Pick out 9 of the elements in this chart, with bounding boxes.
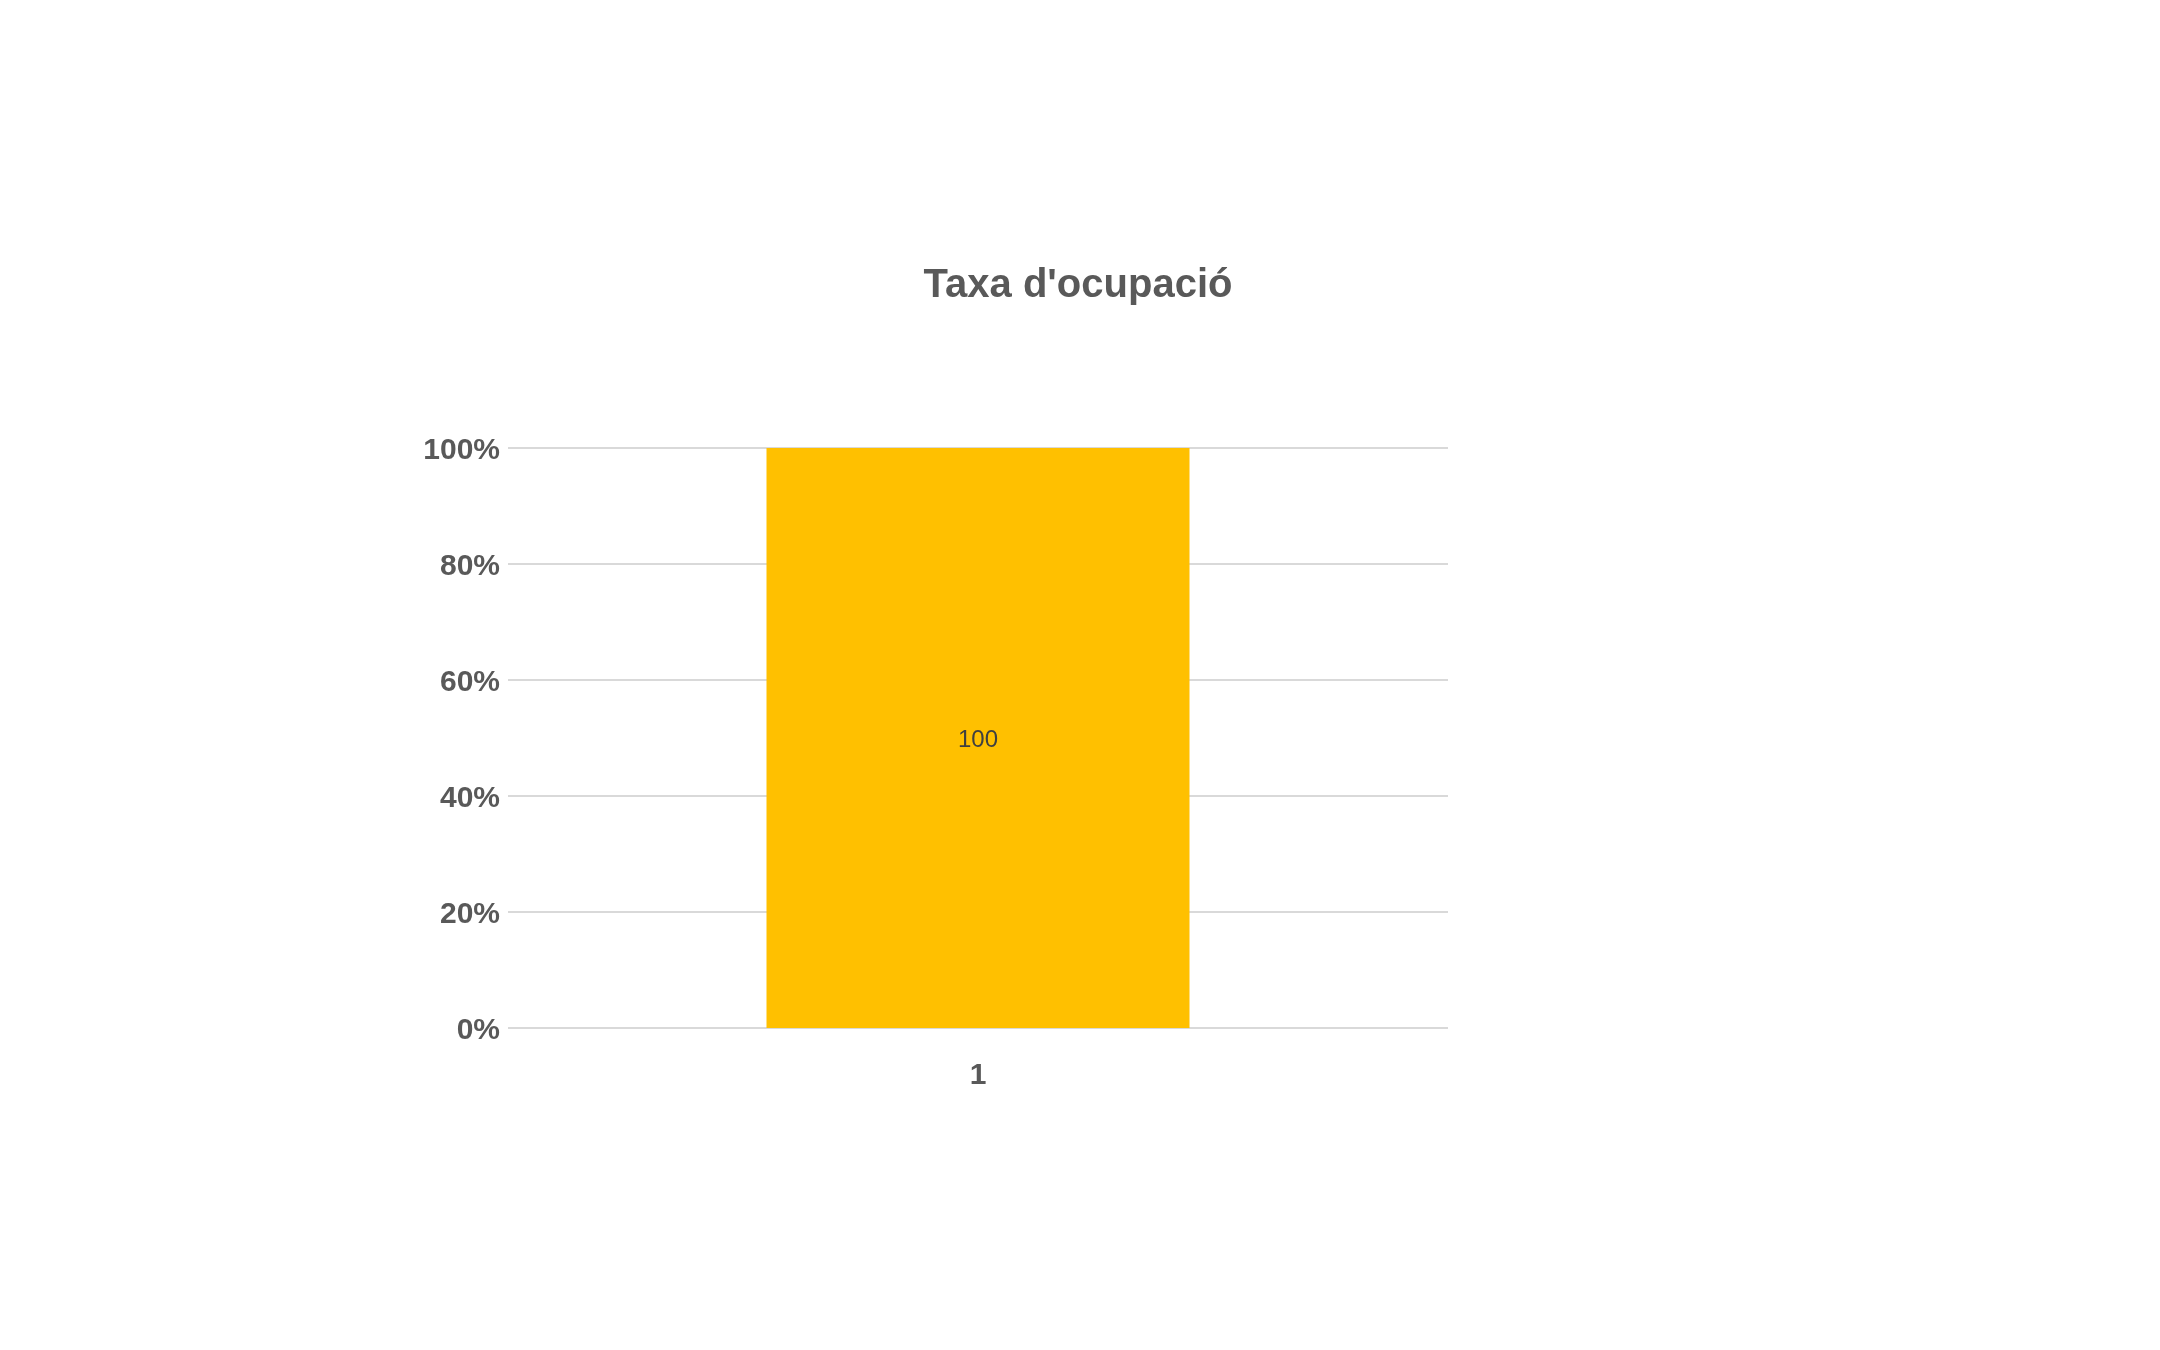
chart-title: Taxa d'ocupació (923, 261, 1233, 305)
x-tick-label: 1 (969, 1056, 987, 1090)
y-tick-label: 0% (456, 1011, 500, 1045)
y-tick-label: 80% (439, 547, 500, 581)
y-tick-label: 60% (439, 663, 500, 697)
data-label: 100 (957, 724, 999, 752)
y-tick-label: 20% (439, 895, 500, 929)
y-tick-label: 100% (423, 431, 500, 465)
y-tick-label: 40% (439, 779, 500, 813)
